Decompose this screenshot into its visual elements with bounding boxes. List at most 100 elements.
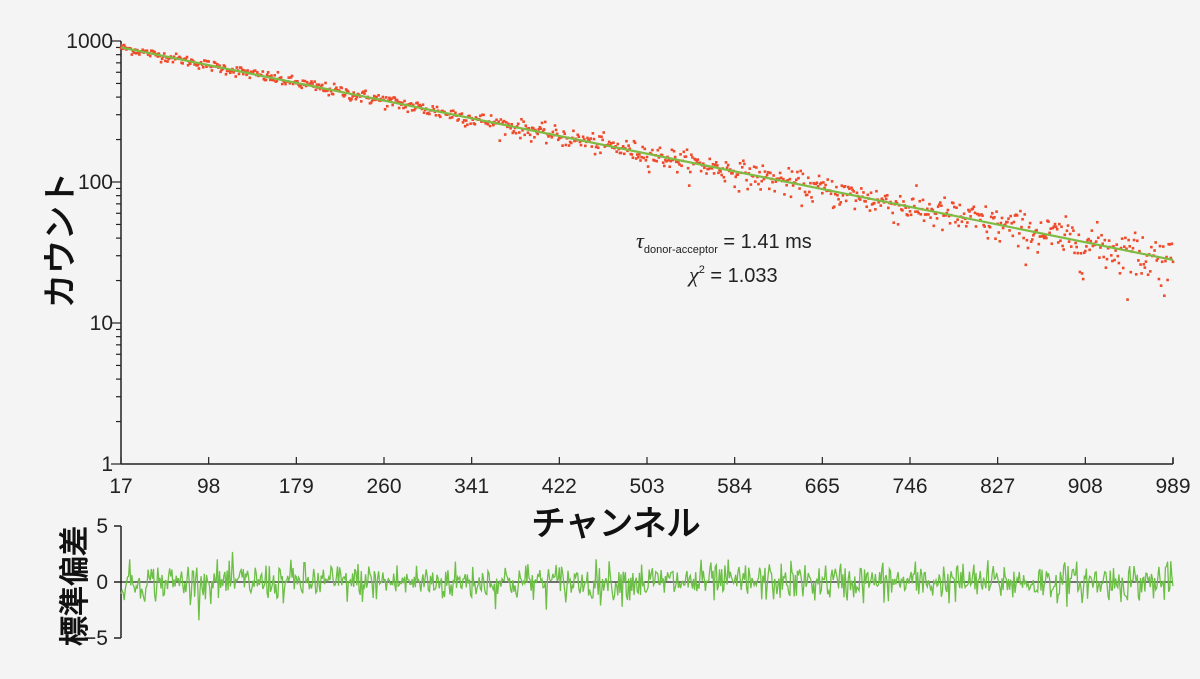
data-point — [844, 199, 848, 203]
data-point — [1076, 251, 1080, 255]
data-point — [1128, 245, 1132, 248]
data-point — [471, 118, 475, 122]
data-point — [131, 49, 135, 53]
data-point — [1038, 235, 1042, 238]
data-point — [745, 178, 748, 182]
data-point — [962, 212, 966, 216]
data-point — [891, 211, 894, 215]
data-point — [1117, 261, 1121, 265]
data-point — [688, 170, 692, 174]
data-point — [843, 184, 847, 188]
data-point — [293, 80, 297, 83]
data-point — [653, 159, 656, 162]
data-point — [1047, 220, 1050, 223]
data-point — [714, 161, 718, 164]
data-point — [1061, 244, 1064, 248]
data-point — [947, 214, 951, 218]
data-point — [760, 179, 764, 183]
data-point — [1137, 259, 1140, 262]
data-point — [218, 64, 221, 67]
data-point — [918, 199, 922, 203]
data-point — [532, 127, 535, 130]
data-point — [1135, 239, 1139, 243]
data-point — [1052, 225, 1056, 228]
data-point — [321, 83, 324, 87]
residual-tick-label-5: 5 — [96, 515, 108, 538]
data-point — [1140, 272, 1143, 275]
data-point — [1097, 236, 1100, 240]
data-point — [1165, 255, 1168, 259]
data-point — [314, 88, 318, 92]
data-point — [600, 135, 603, 139]
data-point — [855, 191, 859, 195]
data-point — [703, 166, 706, 170]
data-point — [974, 225, 978, 228]
data-point — [601, 138, 604, 142]
data-point — [904, 206, 907, 209]
y-tick-label: 1000 — [66, 30, 113, 53]
data-point — [435, 105, 439, 109]
data-point — [398, 101, 402, 104]
data-point — [742, 159, 745, 163]
data-point — [185, 55, 189, 59]
data-point — [1143, 266, 1147, 269]
data-point — [469, 122, 472, 125]
data-point — [718, 168, 721, 172]
data-point — [1110, 254, 1113, 257]
data-point — [1089, 239, 1093, 243]
residual-line — [120, 551, 1174, 621]
data-point — [672, 149, 676, 153]
data-point — [279, 76, 283, 79]
data-point — [1072, 229, 1075, 232]
data-point — [1157, 277, 1161, 281]
data-point — [801, 172, 805, 176]
data-point — [355, 95, 359, 99]
data-point — [633, 141, 637, 145]
data-point — [993, 215, 996, 219]
data-point — [227, 69, 231, 73]
data-point — [284, 82, 287, 86]
data-point — [509, 126, 512, 130]
data-point — [582, 138, 586, 141]
data-point — [997, 231, 1001, 234]
data-point — [847, 185, 850, 189]
data-point — [1150, 245, 1153, 249]
data-point — [851, 188, 854, 192]
data-point — [1090, 229, 1094, 232]
data-point — [931, 208, 935, 212]
data-point — [679, 153, 682, 156]
data-point — [811, 200, 814, 203]
data-point — [944, 214, 948, 217]
data-point — [569, 141, 573, 145]
data-point — [695, 160, 699, 163]
data-point — [363, 92, 366, 95]
data-point — [883, 194, 887, 198]
data-point — [1011, 234, 1015, 238]
data-point — [694, 158, 698, 162]
data-point — [881, 198, 885, 202]
data-point — [1125, 247, 1128, 251]
data-point — [815, 181, 819, 185]
data-point — [966, 221, 969, 224]
data-point — [1131, 246, 1135, 250]
data-point — [1050, 242, 1054, 246]
data-point — [526, 131, 530, 135]
data-point — [971, 207, 975, 211]
data-point — [1032, 233, 1035, 237]
data-point — [539, 127, 543, 131]
x-tick-label: 422 — [542, 475, 577, 498]
data-point — [197, 67, 201, 70]
data-point — [988, 225, 992, 229]
data-point — [402, 106, 405, 110]
data-point — [266, 71, 270, 74]
data-point — [684, 155, 688, 158]
data-point — [502, 119, 506, 123]
data-point — [717, 171, 720, 175]
data-point — [122, 43, 126, 47]
data-point — [788, 177, 792, 181]
data-point — [945, 211, 949, 215]
data-point — [752, 165, 756, 169]
data-point — [1020, 225, 1023, 229]
data-point — [673, 155, 677, 159]
data-point — [359, 100, 363, 103]
